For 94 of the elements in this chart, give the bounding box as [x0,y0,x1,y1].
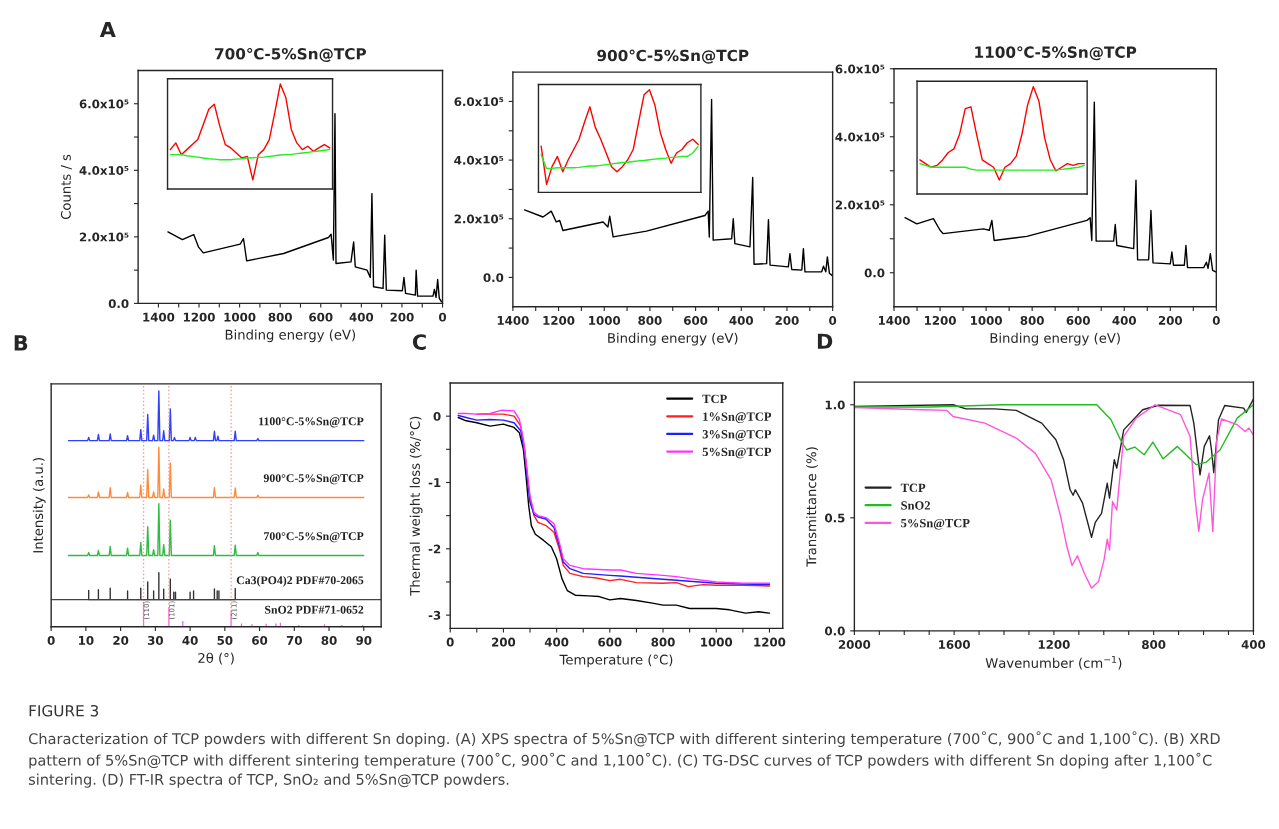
y-tick-label: 6.0x10⁵ [79,99,129,109]
x-tick-label: 1200 [1038,640,1070,650]
y-tick-label: 2.0x10⁵ [79,232,129,242]
x-tick-label: 90 [356,635,372,645]
legend-label: 1%Sn@TCP [703,412,772,424]
legend-label: TCP [702,394,727,404]
x-tick-label: 600 [309,312,333,322]
legend-label: SnO2 [901,501,930,510]
x-tick-label: 1000 [701,637,733,647]
x-tick-label: 30 [147,635,164,645]
text: A [99,21,116,38]
x-tick-label: 1200 [543,315,575,325]
x-axis-title: Binding energy (eV) [990,332,1120,346]
x-tick-label: 1600 [939,640,970,650]
y-tick-label: 4.0x10⁵ [79,166,129,175]
x-tick-label: 1400 [143,312,175,322]
x-tick-label: 600 [598,637,622,647]
series-label: 1100°C-5%Sn@TCP [259,417,364,428]
legend-label: 5%Sn@TCP [702,447,772,459]
text: B [14,335,28,351]
x-tick-label: 80 [321,635,337,645]
x-tick-label: 2000 [838,640,871,650]
y-tick-label: 0.5 [825,513,845,523]
x-tick-label: 800 [268,312,292,322]
series-label: 700°C-5%Sn@TCP [264,532,364,543]
y-tick-label: 2.0x10⁵ [454,214,504,224]
x-tick-label: 1400 [497,315,529,325]
y-tick-label: 1.0 [825,400,845,410]
legend-label: 5%Sn@TCP [901,518,970,530]
x-tick-label: 60 [252,635,268,645]
legend-label: TCP [900,483,926,493]
x-tick-label: 1200 [754,637,786,647]
caption: FIGURE 3 [29,704,99,717]
x-tick-label: 0 [446,637,454,647]
y-axis-title: Thermal weight loss (%/°C) [409,416,423,596]
y-tick-label: 0.0 [483,273,504,283]
legend-label: 3%Sn@TCP [702,430,772,441]
y-tick-label: 6.0x10⁵ [454,97,504,107]
y-axis-title: Transmittance (%) [806,447,818,567]
x-tick-label: 10 [79,635,94,645]
y-tick-label: 0 [433,411,441,421]
chart-title: 1100℃-5%Sn@TCP [975,46,1137,61]
chart-title: 700℃-5%Sn@TCP [215,47,367,63]
y-tick-label: -3 [428,610,441,620]
series-label: Ca3(PO4)2 PDF#70-2065 [236,575,364,587]
y-tick-label: -1 [428,478,441,487]
x-tick-label: 40 [182,635,198,645]
x-tick-label: 1200 [183,312,215,322]
x-tick-label: 400 [1112,315,1136,325]
text: D [817,333,833,349]
y-tick-label: 0.0 [825,626,845,636]
series-label: SnO2 PDF#71-0652 [265,605,364,614]
text: Characterization of TCP powders with different Sn doping. (A) XPS spectra of 5%Sn@TCP with different sintering temperature (700˚C, 900˚C and 1,100˚C). (B) XRD pattern of 5%Sn@TCP with different sintering temperature (700˚C, 900˚C and 1,100˚C). (C) TG-DSC curves of TCP powders with different Sn doping after 1,100˚C sintering. (D) FT-IR spectra of TCP, SnO₂ and 5%Sn@TCP powders. [28,731,1220,788]
x-tick-label: 600 [684,315,708,325]
x-tick-label: 1200 [924,315,956,325]
x-tick-label: 800 [1142,640,1166,650]
x-tick-label: 400 [1241,640,1266,650]
x-tick-label: 20 [113,635,129,645]
x-axis-title: Binding energy (eV) [608,332,738,346]
x-tick-label: 70 [286,635,302,645]
y-axis-title: Intensity (a.u.) [32,458,46,553]
y-tick-label: 4.0x10⁵ [454,155,504,165]
chart-title: 900℃-5%Sn@TCP [597,49,749,64]
x-tick-label: 0 [47,635,55,645]
y-tick-label: 0.0 [108,299,129,309]
x-axis-title: 2θ (°) [198,652,234,665]
y-tick-label: -2 [428,544,441,554]
x-tick-label: 400 [729,315,754,325]
x-tick-label: 1000 [589,315,621,325]
x-tick-label: 1000 [971,315,1002,325]
x-axis-title: Temperature (°C) [559,654,673,668]
x-tick-label: 1400 [878,315,910,325]
x-axis-title: Wavenumber (cm$^{−1}$) [985,655,1122,670]
x-tick-label: 800 [638,315,662,325]
series-label: 900°C-5%Sn@TCP [263,474,364,485]
x-tick-label: 200 [1158,315,1183,325]
x-tick-label: 400 [349,312,374,322]
y-axis-title: Counts / s [60,154,72,220]
x-tick-label: 400 [544,637,569,647]
y-tick-label: 4.0x10⁵ [835,132,885,142]
x-tick-label: 800 [1020,315,1044,325]
x-axis-title: Binding energy (eV) [225,329,356,343]
x-tick-label: 200 [775,315,799,325]
y-tick-label: 0.0 [864,268,885,278]
x-tick-label: 800 [651,637,675,647]
y-tick-label: 6.0x10⁵ [835,64,885,74]
text: C [412,334,426,350]
x-tick-label: 600 [1066,315,1090,325]
y-tick-label: 2.0x10⁵ [835,200,885,210]
x-tick-label: 200 [492,637,516,647]
x-tick-label: 200 [390,312,414,322]
x-tick-label: 0 [1212,315,1220,325]
x-tick-label: 50 [217,635,233,645]
x-tick-label: 1000 [224,312,256,322]
